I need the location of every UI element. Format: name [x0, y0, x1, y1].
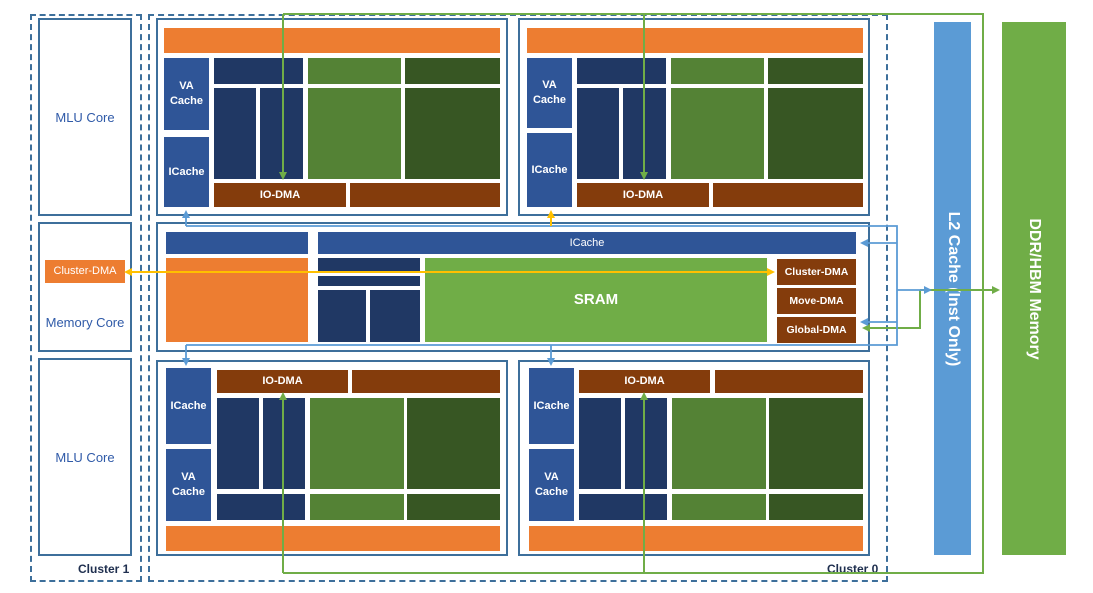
core-bl-va-cache: VA Cache: [166, 449, 211, 521]
core-br-green-d: [769, 494, 863, 520]
mem-move-dma: Move-DMA: [777, 288, 856, 314]
core-bl-green-d: [407, 494, 500, 520]
core-tl-block-b: [214, 88, 256, 179]
mem-blue-d: [370, 290, 420, 342]
mem-shared-icache: ICache: [318, 232, 856, 254]
ddr-hbm-memory: DDR/HBM Memory: [1002, 22, 1066, 555]
mem-blue-a: [318, 258, 420, 272]
core-br-block-c: [579, 494, 667, 520]
core-bl-green-a: [310, 398, 404, 489]
cluster-1-boundary: [30, 14, 142, 582]
core-tr-block-c: [623, 88, 666, 179]
core-br-icache: ICache: [529, 368, 574, 444]
ddr-hbm-label: DDR/HBM Memory: [1025, 217, 1043, 360]
core-bl-io-dma: IO-DMA: [217, 370, 348, 393]
core-bl-brown-b: [352, 370, 500, 393]
core-tl-brown-b: [350, 183, 500, 207]
core-br-io-dma: IO-DMA: [579, 370, 710, 393]
core-br-green-a: [672, 398, 766, 489]
core-tl-green-c: [308, 88, 401, 179]
core-tr-orange-bar: [527, 28, 863, 53]
core-tr-block-b: [577, 88, 619, 179]
core-tr-block-a: [577, 58, 666, 84]
memory-core-label: Memory Core: [45, 315, 125, 330]
core-tl-green-b: [405, 58, 500, 84]
core-br-orange-bar: [529, 526, 863, 551]
core-tr-brown-b: [713, 183, 863, 207]
core-tr-green-b: [768, 58, 863, 84]
cluster-0-label: Cluster 0: [827, 562, 879, 576]
core-tr-green-d: [768, 88, 863, 179]
core-tr-green-a: [671, 58, 764, 84]
core-tr-io-dma: IO-DMA: [577, 183, 709, 207]
mem-cluster-dma: Cluster-DMA: [777, 259, 856, 285]
cluster-1-label: Cluster 1: [78, 562, 130, 576]
core-tl-block-a: [214, 58, 303, 84]
core-br-green-c: [672, 494, 766, 520]
core-tl-green-a: [308, 58, 401, 84]
core-bl-orange-bar: [166, 526, 500, 551]
core-tl-green-d: [405, 88, 500, 179]
core-br-block-a: [579, 398, 621, 489]
core-tr-va-cache: VA Cache: [527, 58, 572, 128]
l2-cache-label: L2 Cache (Inst Only): [944, 211, 962, 366]
mem-global-dma: Global-DMA: [777, 317, 856, 343]
mem-orange-block: [166, 258, 308, 342]
core-bl-block-c: [217, 494, 305, 520]
mlu-core-bottom: MLU Core: [38, 358, 132, 556]
core-tr-icache: ICache: [527, 133, 572, 207]
core-br-green-b: [769, 398, 863, 489]
mem-sram: SRAM: [425, 258, 767, 342]
mem-blue-b: [318, 276, 420, 286]
core-tl-block-c: [260, 88, 303, 179]
core-bl-green-b: [407, 398, 500, 489]
core-br-brown-b: [715, 370, 863, 393]
core-tr-green-c: [671, 88, 764, 179]
mem-top-left-bar: [166, 232, 308, 254]
core-bl-block-b: [263, 398, 305, 489]
core-tl-icache: ICache: [164, 137, 209, 207]
core-br-block-b: [625, 398, 667, 489]
mlu-core-top: MLU Core: [38, 18, 132, 216]
l2-cache: L2 Cache (Inst Only): [934, 22, 971, 555]
core-tl-orange-bar: [164, 28, 500, 53]
core-bl-icache: ICache: [166, 368, 211, 444]
mem-blue-c: [318, 290, 366, 342]
cluster-dma-left: Cluster-DMA: [45, 260, 125, 283]
core-bl-green-c: [310, 494, 404, 520]
core-bl-block-a: [217, 398, 259, 489]
core-tl-io-dma: IO-DMA: [214, 183, 346, 207]
core-tl-va-cache: VA Cache: [164, 58, 209, 130]
core-br-va-cache: VA Cache: [529, 449, 574, 521]
memory-core: Memory Core: [38, 222, 132, 352]
